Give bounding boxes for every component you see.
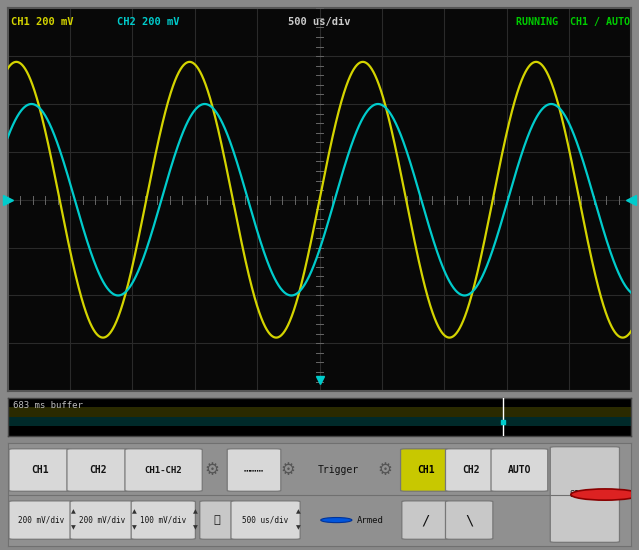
Circle shape: [571, 489, 639, 500]
FancyBboxPatch shape: [550, 447, 619, 542]
Text: ▲: ▲: [296, 509, 301, 514]
FancyBboxPatch shape: [402, 501, 449, 539]
Text: ⚙: ⚙: [204, 461, 220, 479]
Text: CH1 200 mV: CH1 200 mV: [11, 16, 73, 27]
FancyBboxPatch shape: [227, 449, 281, 491]
Text: CH1-CH2: CH1-CH2: [145, 465, 182, 475]
Text: CH2: CH2: [462, 465, 479, 475]
Text: CH1: CH1: [31, 465, 49, 475]
Text: ⚙: ⚙: [378, 461, 392, 479]
Text: ▼: ▼: [71, 526, 75, 531]
FancyBboxPatch shape: [200, 501, 235, 539]
Text: ▲: ▲: [193, 509, 197, 514]
Bar: [8, 416, 631, 426]
Text: ▼: ▼: [296, 526, 301, 531]
Text: \: \: [465, 513, 473, 527]
Text: ▲: ▲: [71, 509, 75, 514]
Text: CH1: CH1: [417, 465, 435, 475]
FancyBboxPatch shape: [70, 501, 134, 539]
Text: 200 mV/div: 200 mV/div: [79, 515, 125, 525]
FancyBboxPatch shape: [231, 501, 300, 539]
Text: CH2 200 mV: CH2 200 mV: [117, 16, 180, 27]
Text: Armed: Armed: [357, 515, 384, 525]
FancyBboxPatch shape: [445, 449, 496, 491]
Text: 500 us/div: 500 us/div: [242, 515, 289, 525]
FancyBboxPatch shape: [131, 501, 196, 539]
Text: 683 ms buffer: 683 ms buffer: [13, 402, 82, 410]
Text: ⋯⋯⋯: ⋯⋯⋯: [244, 465, 264, 475]
Text: Trigger: Trigger: [318, 465, 358, 475]
Text: 📷: 📷: [214, 515, 220, 525]
Text: RUNNING  CH1 / AUTO: RUNNING CH1 / AUTO: [516, 16, 630, 27]
Text: ▲: ▲: [132, 509, 137, 514]
Bar: [8, 408, 631, 416]
Circle shape: [321, 518, 352, 522]
Text: 100 mV/div: 100 mV/div: [140, 515, 187, 525]
Text: ▼: ▼: [132, 526, 137, 531]
Text: AUTO: AUTO: [507, 465, 531, 475]
Text: 500 us/div: 500 us/div: [288, 16, 351, 27]
Text: ▼: ▼: [193, 526, 197, 531]
Text: CH2: CH2: [89, 465, 107, 475]
FancyBboxPatch shape: [445, 501, 493, 539]
FancyBboxPatch shape: [401, 449, 451, 491]
Text: 200 mV/div: 200 mV/div: [18, 515, 64, 525]
Text: SINGLE: SINGLE: [570, 490, 600, 499]
FancyBboxPatch shape: [9, 449, 72, 491]
FancyBboxPatch shape: [9, 501, 73, 539]
FancyBboxPatch shape: [67, 449, 130, 491]
FancyBboxPatch shape: [491, 449, 548, 491]
Text: /: /: [421, 513, 429, 527]
Text: ⚙: ⚙: [281, 461, 296, 479]
FancyBboxPatch shape: [125, 449, 203, 491]
